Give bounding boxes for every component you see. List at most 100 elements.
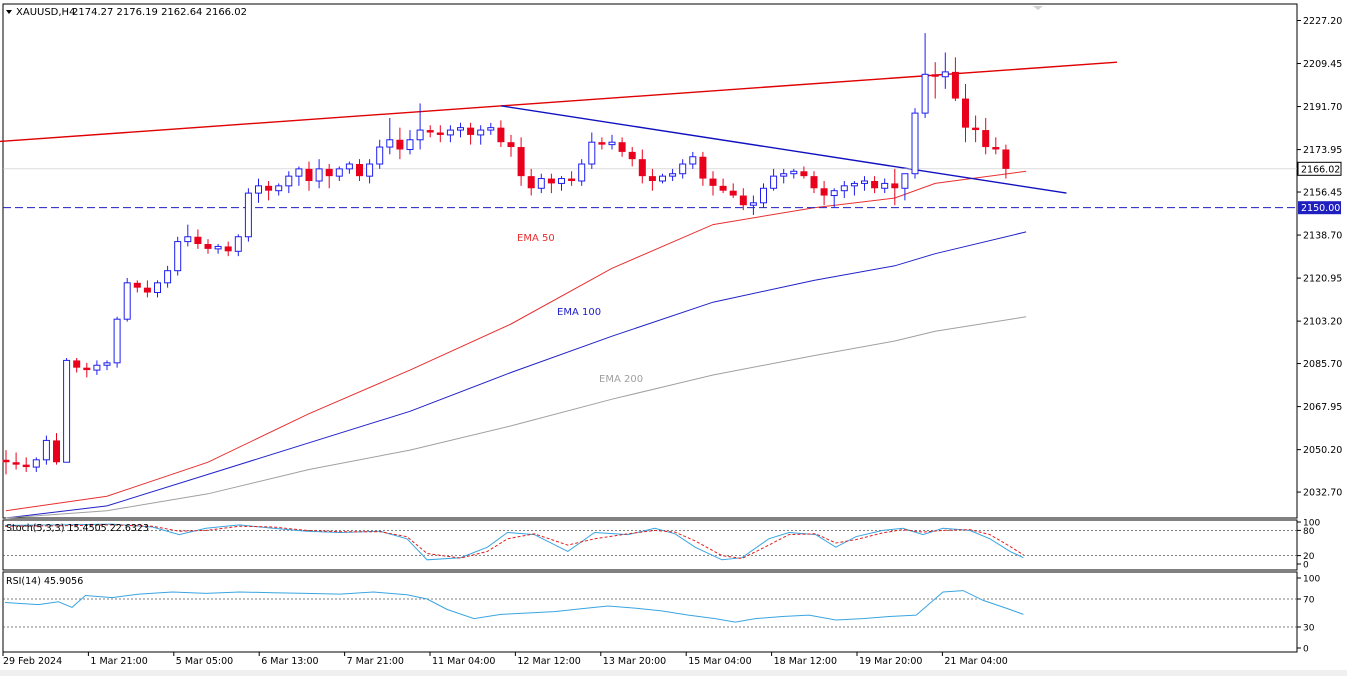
- candle-body: [881, 182, 889, 189]
- current-price-tag: 2166.02: [1297, 161, 1342, 176]
- candle-body: [416, 129, 424, 141]
- candle: [244, 188, 252, 242]
- candle-body: [659, 175, 666, 182]
- candle-body: [689, 156, 697, 165]
- candle: [628, 147, 636, 167]
- candle: [830, 188, 838, 208]
- candle-body: [396, 139, 404, 150]
- candle: [648, 168, 656, 191]
- candle-body: [335, 168, 343, 177]
- candle: [164, 265, 172, 288]
- candle: [911, 108, 919, 179]
- candle-body: [578, 163, 586, 182]
- candle: [12, 452, 20, 470]
- candle-body: [123, 282, 131, 320]
- candle: [568, 171, 576, 186]
- candle: [679, 159, 687, 179]
- candle: [527, 168, 535, 196]
- candle-body: [457, 127, 464, 131]
- candles: [2, 33, 1010, 475]
- candle: [669, 168, 677, 181]
- candle: [103, 360, 111, 371]
- candle: [73, 357, 81, 373]
- candle-body: [840, 185, 848, 192]
- shift-marker-icon[interactable]: [1033, 6, 1043, 10]
- candle-body: [184, 236, 192, 243]
- candle-body: [224, 246, 232, 252]
- candle: [53, 433, 60, 465]
- price-label: 2085.70: [1303, 359, 1342, 370]
- signal-line: [4, 524, 1024, 560]
- candle: [729, 183, 737, 198]
- time-label: 1 Mar 21:00: [90, 656, 147, 667]
- candle-body: [143, 287, 151, 293]
- candle: [982, 117, 990, 155]
- candle: [608, 134, 616, 150]
- candle: [1002, 144, 1010, 179]
- chart-header[interactable]: XAUUSD,H4 2174.27 2176.19 2162.64 2166.0…: [6, 7, 247, 18]
- candle-body: [325, 168, 333, 177]
- candle-body: [53, 440, 60, 463]
- candle: [507, 134, 515, 157]
- candle-body: [487, 127, 495, 131]
- candle: [174, 236, 182, 276]
- main-line: [4, 523, 1024, 561]
- price-label: 2032.70: [1303, 488, 1342, 499]
- candle-body: [871, 180, 879, 189]
- svg-text:2166.02: 2166.02: [1301, 164, 1340, 175]
- candle-body: [800, 171, 808, 177]
- candle: [699, 151, 707, 186]
- rsi-title: RSI(14) 45.9056: [6, 576, 83, 587]
- candle-body: [32, 459, 40, 468]
- price-label: 2227.20: [1303, 16, 1342, 27]
- candle: [224, 241, 232, 257]
- candle-body: [547, 178, 555, 184]
- candle: [184, 224, 192, 247]
- candle: [709, 171, 717, 196]
- candle: [487, 122, 495, 135]
- candle: [335, 166, 343, 181]
- candle: [2, 450, 10, 475]
- rsi-panel-frame: [2, 571, 1298, 653]
- ema100-label: EMA 100: [557, 307, 601, 318]
- candle: [770, 168, 778, 191]
- candle: [295, 166, 303, 186]
- time-label: 18 Mar 12:00: [774, 656, 837, 667]
- candle-body: [194, 236, 202, 245]
- candle-body: [103, 362, 111, 366]
- chevron-down-icon[interactable]: [6, 10, 12, 14]
- candle-body: [345, 163, 353, 170]
- candle: [315, 159, 323, 189]
- candle: [719, 178, 727, 194]
- stoch-title: Stoch(5,3,3) 15.4505 22.6323: [6, 523, 149, 534]
- candle-body: [527, 176, 535, 189]
- svg-text:2150.00: 2150.00: [1301, 203, 1340, 214]
- candle-body: [537, 178, 545, 189]
- candle: [234, 234, 242, 257]
- candle: [325, 164, 333, 189]
- main-panel-frame: [2, 3, 1298, 519]
- candle-body: [931, 74, 939, 77]
- stoch-panel-frame: [2, 519, 1298, 571]
- time-label: 13 Mar 20:00: [603, 656, 666, 667]
- candle-body: [921, 73, 929, 114]
- candle-body: [941, 71, 949, 78]
- candle: [638, 149, 646, 184]
- candle: [255, 178, 262, 203]
- candle-body: [891, 183, 899, 189]
- candle-body: [770, 175, 778, 189]
- candle: [881, 178, 889, 194]
- candle-body: [285, 175, 293, 187]
- candle-body: [760, 187, 767, 204]
- horizontal-scrollbar[interactable]: [0, 670, 1347, 676]
- hline-price-tag: 2150.00: [1298, 201, 1341, 215]
- candle-body: [497, 127, 505, 143]
- candle: [406, 130, 414, 155]
- candle-body: [850, 182, 858, 187]
- candle-body: [861, 180, 868, 184]
- candle: [446, 125, 454, 143]
- ema50-label: EMA 50: [517, 233, 555, 244]
- candle-body: [628, 151, 636, 160]
- candle-body: [73, 360, 81, 368]
